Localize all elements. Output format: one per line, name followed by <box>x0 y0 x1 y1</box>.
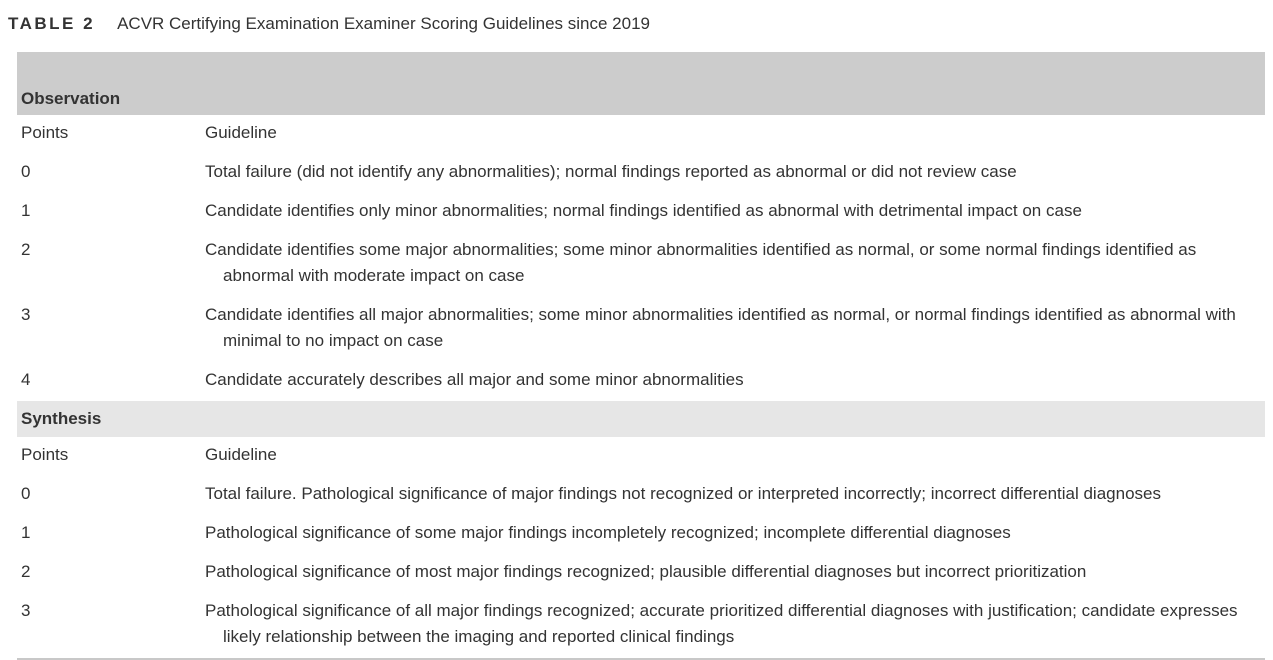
points-cell: 0 <box>21 484 31 503</box>
table-label: TABLE 2 <box>8 14 96 33</box>
points-cell: 0 <box>21 162 31 181</box>
table-row: 2 Candidate identifies some major abnorma… <box>17 232 1265 297</box>
table-row: 1 Pathological significance of some major… <box>17 515 1265 554</box>
points-cell: 3 <box>21 601 31 620</box>
table-row: 3 Pathological significance of all major … <box>17 593 1265 658</box>
column-header-row: Points Guideline <box>17 437 1265 476</box>
points-cell: Points <box>21 445 69 464</box>
points-cell: 4 <box>21 370 31 389</box>
section-title: Observation <box>21 89 121 108</box>
points-cell: 3 <box>21 305 31 324</box>
guideline-cell: Candidate identifies some major abnormal… <box>205 240 1197 285</box>
points-cell: 1 <box>21 201 31 220</box>
guideline-cell: Pathological significance of some major … <box>205 523 1011 542</box>
section-synthesis-body: Points Guideline 0 Total failure. Pathologi… <box>17 437 1265 658</box>
section-header-synthesis: Synthesis <box>17 401 1265 437</box>
guideline-cell: Pathological significance of most major … <box>205 562 1087 581</box>
guideline-cell: Candidate identifies all major abnormali… <box>205 305 1236 350</box>
guideline-cell: Guideline <box>205 445 277 464</box>
points-cell: 1 <box>21 523 31 542</box>
table-row: 0 Total failure. Pathological significanc… <box>17 476 1265 515</box>
table-row: 4 Candidate accurately describes all majo… <box>17 362 1265 401</box>
table-row: 3 Candidate identifies all major abnormal… <box>17 297 1265 362</box>
table-row: 1 Candidate identifies only minor abnorma… <box>17 193 1265 232</box>
points-cell: Points <box>21 123 69 142</box>
table-row: 0 Total failure (did not identify any abn… <box>17 154 1265 193</box>
section-header-observation: Observation <box>17 52 1265 115</box>
points-cell: 2 <box>21 562 31 581</box>
guideline-cell: Total failure (did not identify any abno… <box>205 162 1017 181</box>
table-title: ACVR Certifying Examination Examiner Sco… <box>117 14 650 33</box>
guideline-cell: Candidate identifies only minor abnormal… <box>205 201 1082 220</box>
guideline-cell: Pathological significance of all major f… <box>205 601 1238 646</box>
section-title: Synthesis <box>21 409 102 428</box>
scoring-table: Observation Points Guideline 0 Total failur… <box>17 52 1265 660</box>
section-observation-body: Points Guideline 0 Total failure (did not i… <box>17 115 1265 401</box>
guideline-cell: Guideline <box>205 123 277 142</box>
guideline-cell: Candidate accurately describes all major… <box>205 370 744 389</box>
points-cell: 2 <box>21 240 31 259</box>
guideline-cell: Total failure. Pathological significance… <box>205 484 1161 503</box>
column-header-row: Points Guideline <box>17 115 1265 154</box>
table-caption: TABLE 2 ACVR Certifying Examination Exami… <box>8 14 650 34</box>
table-row: 2 Pathological significance of most major… <box>17 554 1265 593</box>
